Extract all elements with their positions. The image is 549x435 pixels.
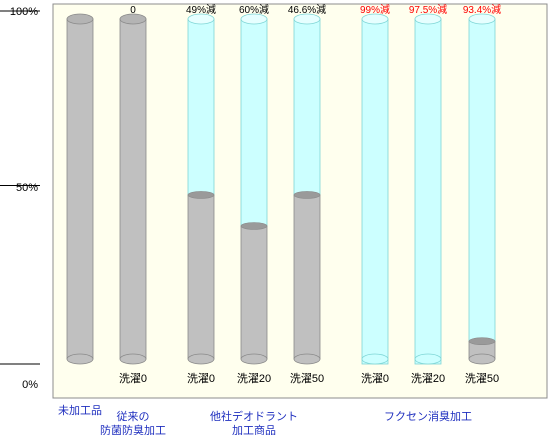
bar-top-cap [361,13,389,25]
bar-x-label: 洗濯0 [361,372,389,385]
bar-reduced-segment [361,18,389,365]
bar [293,13,321,365]
bar-bottom-cap [187,353,215,365]
bar-top-cap [240,13,268,25]
bar-top-cap [468,13,496,25]
bar-bottom-cap [240,353,268,365]
y-tick-label: 0% [22,379,38,391]
bar-top-label: 60%減 [239,3,269,16]
bar-x-label: 洗濯50 [290,372,324,385]
bar-split-cap [293,191,321,199]
bar-bottom-cap [361,353,389,365]
bar [414,13,442,365]
bar [361,13,389,365]
group-label: フクセン消臭加工 [384,409,472,423]
bar-x-label: 洗濯20 [411,372,445,385]
bar-reduced-segment [187,18,215,196]
bar-reduced-segment [468,18,496,342]
group-label: 他社デオドラント [210,409,298,423]
bar-top-label: 46.6%減 [288,3,326,16]
group-label: 未加工品 [58,404,102,417]
bar-top-label: 49%減 [186,3,216,16]
bar-split-cap [468,337,496,346]
bar-remaining-segment [66,18,94,360]
bar-labels: 0洗濯049%減洗濯060%減洗濯2046.6%減洗濯5099%減洗濯097.5… [119,3,501,385]
bar-remaining-segment [119,18,147,360]
bar-x-label: 洗濯0 [187,372,215,385]
bar-top-cap [414,13,442,25]
bar-bottom-cap [468,353,496,365]
bar-top-label: 99%減 [360,3,390,16]
group-label: 防菌防臭加工 [100,423,166,435]
bar-x-label: 洗濯50 [465,372,499,385]
bar [66,13,94,365]
bar-top-cap [66,13,94,25]
bar-top-cap [119,13,147,25]
bar-remaining-segment [293,194,321,360]
bar-bottom-cap [66,353,94,365]
bar-top-label: 93.4%減 [463,3,501,16]
bar [119,13,147,365]
bar [187,13,215,365]
bar-reduced-segment [414,18,442,365]
bar-split-cap [187,191,215,199]
bar-reduced-segment [240,18,268,227]
bar [240,13,268,365]
bar [468,13,496,365]
bar-bottom-cap [119,353,147,365]
bar-top-label: 0 [130,5,136,16]
bars [66,13,496,365]
bar-reduced-segment [293,18,321,196]
bar-top-cap [187,13,215,25]
bar-top-cap [293,13,321,25]
bar-top-label: 97.5%減 [409,3,447,16]
bar-x-label: 洗濯0 [119,372,147,385]
y-tick-label: 100% [10,6,38,18]
bar-remaining-segment [240,225,268,360]
group-label: 従来の [117,410,150,423]
y-tick-label: 50% [16,182,38,194]
bar-bottom-cap [414,353,442,365]
group-label: 加工商品 [232,423,276,435]
bar-remaining-segment [187,194,215,360]
bar-bottom-cap [293,353,321,365]
y-axis: 100% 50% 0% [0,6,40,391]
bar-x-label: 洗濯20 [237,372,271,385]
bar-split-cap [240,222,268,230]
